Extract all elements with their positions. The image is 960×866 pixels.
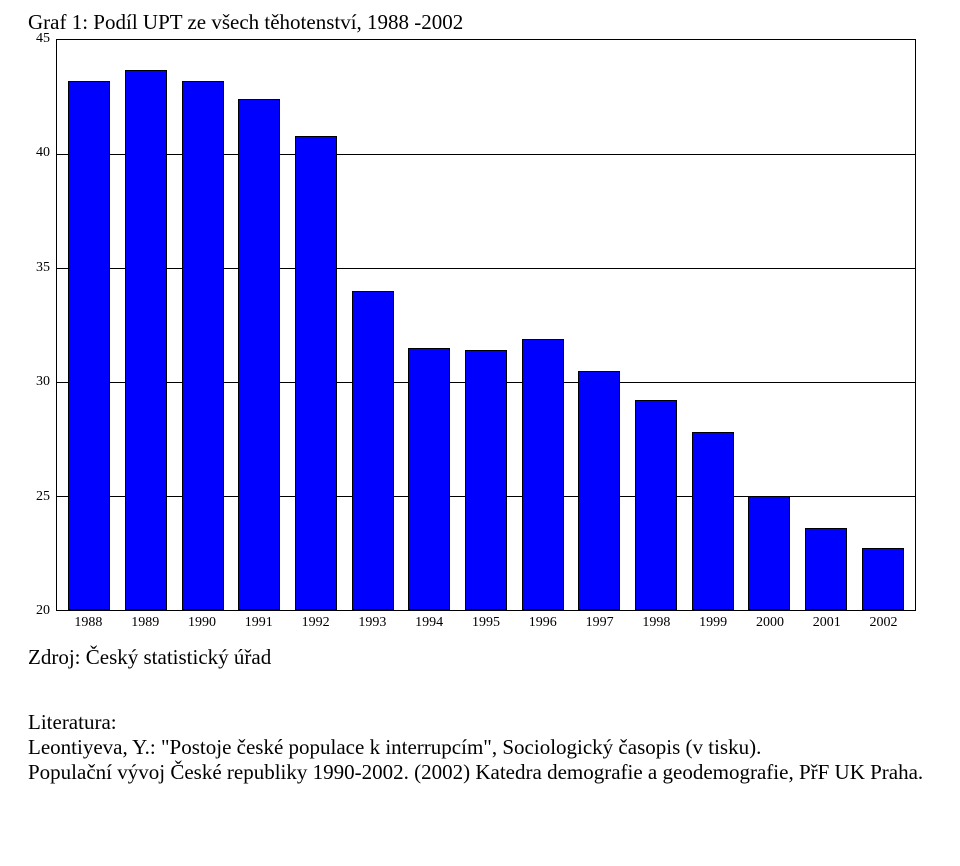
bar-slot bbox=[118, 40, 175, 610]
bar-slot bbox=[231, 40, 288, 610]
literature-heading: Literatura: bbox=[28, 710, 932, 735]
y-tick-label: 35 bbox=[36, 260, 50, 276]
x-tick-label: 1988 bbox=[60, 611, 117, 639]
literature-block: Literatura: Leontiyeva, Y.: "Postoje čes… bbox=[28, 710, 932, 784]
y-tick-label: 25 bbox=[36, 489, 50, 505]
y-tick-label: 30 bbox=[36, 374, 50, 390]
bar bbox=[862, 548, 904, 610]
bars-group bbox=[57, 40, 915, 610]
bar-slot bbox=[854, 40, 911, 610]
x-tick-label: 1996 bbox=[514, 611, 571, 639]
bar bbox=[68, 81, 110, 610]
bar-slot bbox=[514, 40, 571, 610]
x-tick-label: 1992 bbox=[287, 611, 344, 639]
bar bbox=[522, 339, 564, 610]
chart-title: Graf 1: Podíl UPT ze všech těhotenství, … bbox=[28, 10, 932, 35]
bar bbox=[635, 400, 677, 610]
bar bbox=[125, 70, 167, 610]
bar-slot bbox=[288, 40, 345, 610]
x-tick-label: 2000 bbox=[742, 611, 799, 639]
x-tick-label: 1998 bbox=[628, 611, 685, 639]
y-tick-label: 45 bbox=[36, 31, 50, 47]
x-tick-label: 1993 bbox=[344, 611, 401, 639]
x-tick-label: 1994 bbox=[401, 611, 458, 639]
bar bbox=[408, 348, 450, 610]
bar-slot bbox=[798, 40, 855, 610]
bar bbox=[748, 496, 790, 610]
plot bbox=[57, 40, 915, 610]
x-tick-label: 1995 bbox=[458, 611, 515, 639]
y-tick-label: 40 bbox=[36, 145, 50, 161]
y-axis-labels: 202530354045 bbox=[28, 39, 56, 611]
x-axis-labels: 1988198919901991199219931994199519961997… bbox=[56, 611, 916, 639]
bar bbox=[182, 81, 224, 610]
bar-slot bbox=[571, 40, 628, 610]
bar bbox=[805, 528, 847, 610]
x-tick-label: 1999 bbox=[685, 611, 742, 639]
x-tick-label: 1991 bbox=[230, 611, 287, 639]
bar bbox=[692, 432, 734, 610]
bar bbox=[465, 350, 507, 610]
x-tick-label: 1990 bbox=[174, 611, 231, 639]
bar-slot bbox=[458, 40, 515, 610]
bar bbox=[352, 291, 394, 610]
x-tick-label: 1989 bbox=[117, 611, 174, 639]
literature-line-1: Leontiyeva, Y.: "Postoje české populace … bbox=[28, 735, 932, 760]
bar-slot bbox=[344, 40, 401, 610]
source-text: Zdroj: Český statistický úřad bbox=[28, 645, 932, 670]
bar-slot bbox=[741, 40, 798, 610]
x-tick-label: 1997 bbox=[571, 611, 628, 639]
bar-slot bbox=[684, 40, 741, 610]
literature-line-2: Populační vývoj České republiky 1990-200… bbox=[28, 760, 932, 785]
chart-container: 202530354045 198819891990199119921993199… bbox=[28, 39, 916, 639]
x-tick-label: 2002 bbox=[855, 611, 912, 639]
bar bbox=[578, 371, 620, 610]
chart-plot-area bbox=[56, 39, 916, 611]
x-tick-label: 2001 bbox=[798, 611, 855, 639]
bar-slot bbox=[61, 40, 118, 610]
bar-slot bbox=[628, 40, 685, 610]
bar bbox=[238, 99, 280, 610]
y-tick-label: 20 bbox=[36, 603, 50, 619]
page: Graf 1: Podíl UPT ze všech těhotenství, … bbox=[0, 0, 960, 804]
bar-slot bbox=[401, 40, 458, 610]
bar-slot bbox=[174, 40, 231, 610]
bar bbox=[295, 136, 337, 610]
